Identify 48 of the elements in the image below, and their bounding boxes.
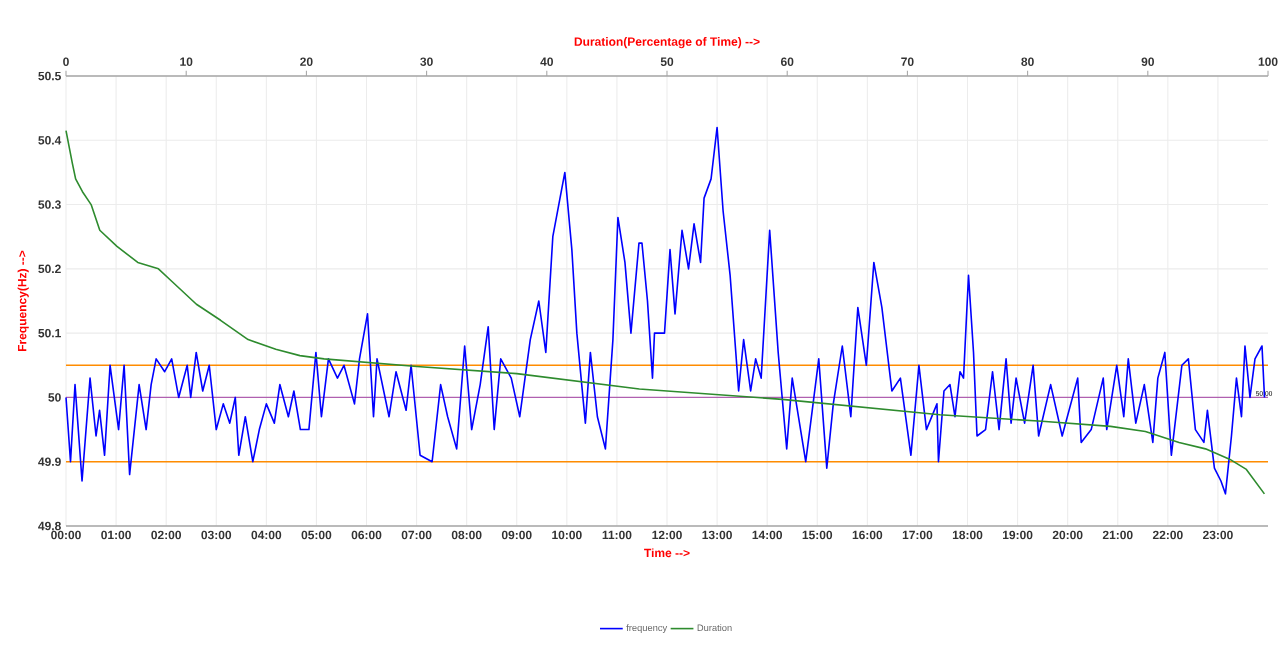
x-tick-label: 20:00 bbox=[1052, 530, 1083, 540]
x2-tick-label: 60 bbox=[780, 57, 794, 66]
x2-tick-label: 40 bbox=[540, 57, 553, 66]
y-tick-label: 49.9 bbox=[38, 457, 61, 466]
x-tick-label: 15:00 bbox=[802, 530, 833, 540]
x-tick-label: 06:00 bbox=[351, 530, 382, 540]
x2-tick-label: 100 bbox=[1258, 57, 1278, 66]
x-tick-label: 02:00 bbox=[151, 530, 182, 540]
x2-tick-label: 30 bbox=[420, 57, 433, 66]
x-tick-label: 18:00 bbox=[952, 530, 983, 540]
y-tick-label: 50.5 bbox=[38, 71, 61, 81]
x-tick-label: 01:00 bbox=[101, 530, 131, 540]
y-tick-label: 50.3 bbox=[38, 200, 61, 209]
x-tick-label: 13:00 bbox=[702, 530, 732, 540]
x-tick-label: 00:00 bbox=[51, 530, 81, 540]
x2-tick-label: 10 bbox=[180, 57, 193, 66]
legend-label: frequency bbox=[626, 624, 668, 633]
x2-tick-label: 90 bbox=[1141, 57, 1154, 66]
x-tick-label: 05:00 bbox=[301, 530, 332, 540]
x-tick-label: 14:00 bbox=[752, 530, 783, 540]
x2-axis-title: Duration(Percentage of Time) --> bbox=[574, 37, 760, 49]
y-tick-label: 50 bbox=[48, 393, 61, 402]
x-tick-label: 23:00 bbox=[1203, 530, 1233, 540]
x2-tick-label: 20 bbox=[300, 57, 313, 66]
x-tick-label: 12:00 bbox=[652, 530, 682, 540]
y-tick-label: 50.1 bbox=[38, 328, 61, 338]
x-tick-label: 19:00 bbox=[1003, 530, 1033, 540]
x-tick-label: 22:00 bbox=[1152, 530, 1183, 540]
x2-tick-label: 80 bbox=[1021, 57, 1034, 66]
x-tick-label: 07:00 bbox=[401, 530, 432, 540]
y-tick-label: 50.4 bbox=[38, 136, 62, 145]
x-tick-label: 16:00 bbox=[852, 530, 883, 540]
y-axis-title: Frequency(Hz) --> bbox=[17, 250, 29, 352]
x-tick-label: 03:00 bbox=[201, 530, 232, 540]
x2-tick-label: 50 bbox=[660, 57, 674, 66]
x-tick-label: 09:00 bbox=[501, 530, 532, 540]
x-tick-label: 17:00 bbox=[902, 530, 933, 540]
y-tick-label: 50.2 bbox=[38, 264, 61, 274]
x-tick-label: 04:00 bbox=[251, 530, 282, 540]
y-tick-label: 49.8 bbox=[38, 521, 61, 531]
x2-tick-label: 0 bbox=[63, 57, 69, 66]
legend-label: Duration bbox=[697, 624, 732, 632]
x2-tick-label: 70 bbox=[901, 57, 914, 66]
x-tick-label: 08:00 bbox=[451, 530, 482, 540]
x-axis-title: Time --> bbox=[644, 548, 690, 558]
x-tick-label: 10:00 bbox=[552, 530, 582, 540]
x-tick-label: 11:00 bbox=[602, 530, 632, 540]
x-tick-label: 21:00 bbox=[1102, 530, 1133, 540]
